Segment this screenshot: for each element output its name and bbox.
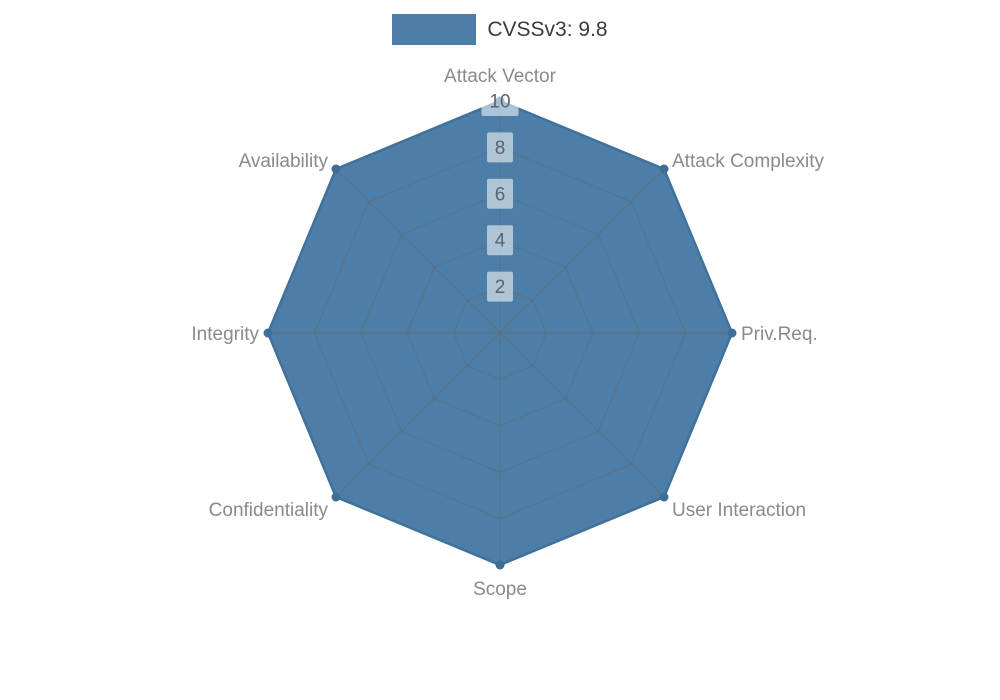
vertex-dot xyxy=(263,328,273,338)
axis-label-attack-vector: Attack Vector xyxy=(444,66,557,87)
axis-label-scope: Scope xyxy=(473,579,527,600)
tick-label-bg xyxy=(487,271,513,302)
vertex-dot xyxy=(331,492,341,502)
axis-label-attack-complexity: Attack Complexity xyxy=(672,151,825,172)
tick-label-bg xyxy=(487,225,513,256)
vertex-dot xyxy=(495,560,505,570)
tick-label: 6 xyxy=(495,184,506,205)
tick-label-bg xyxy=(487,178,513,209)
tick-label-bg xyxy=(481,86,519,116)
axis-spoke xyxy=(335,332,501,498)
vertex-dot xyxy=(659,492,669,502)
axis-label-integrity: Integrity xyxy=(191,324,259,345)
legend-swatch xyxy=(392,14,477,45)
tick-label: 8 xyxy=(495,138,506,159)
vertex-dot xyxy=(727,328,737,338)
legend-label: CVSSv3: 9.8 xyxy=(487,17,608,41)
axis-spoke xyxy=(335,168,501,334)
tick-label-bg xyxy=(487,132,513,163)
vertex-dot xyxy=(331,164,341,174)
axis-label-user-interaction: User Interaction xyxy=(672,500,806,521)
vertex-dot xyxy=(659,164,669,174)
legend[interactable]: CVSSv3: 9.8 xyxy=(0,14,1000,45)
axis-spoke xyxy=(499,168,665,334)
axis-label-availability: Availability xyxy=(239,151,329,172)
axis-spoke xyxy=(499,332,665,498)
axis-label-priv-req: Priv.Req. xyxy=(741,324,818,345)
tick-label: 4 xyxy=(495,231,506,252)
axis-label-confidentiality: Confidentiality xyxy=(209,500,329,521)
tick-label: 2 xyxy=(495,277,506,298)
tick-label: 10 xyxy=(489,92,510,113)
